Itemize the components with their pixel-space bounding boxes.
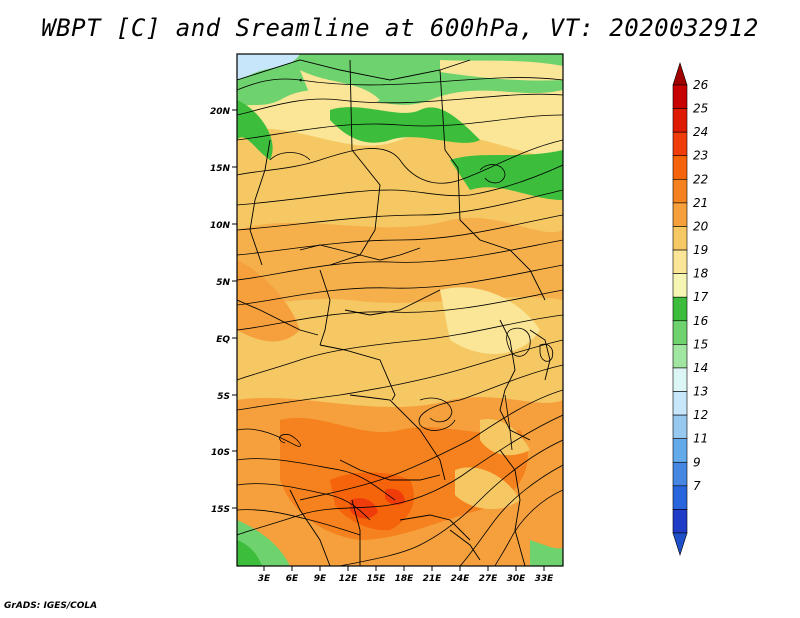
colorbar-swatch bbox=[672, 485, 688, 510]
colorbar-swatch bbox=[672, 249, 688, 274]
lat-label: 20N bbox=[210, 107, 231, 117]
colorbar-label: 11 bbox=[693, 432, 708, 446]
lon-label: 33E bbox=[535, 574, 555, 584]
colorbar-swatch bbox=[672, 202, 688, 227]
lat-label: 10S bbox=[211, 448, 230, 458]
country-borders bbox=[237, 59, 551, 566]
colorbar-label: 17 bbox=[693, 290, 709, 304]
map-frame bbox=[236, 53, 564, 567]
colorbar: 26 25 24 23 22 21 20 19 18 17 16 15 14 13 12 11 9 7 bbox=[672, 62, 709, 556]
map-title: WBPT [C] and Sreamline at 600hPa, VT: 20… bbox=[41, 14, 759, 42]
lon-label: 30E bbox=[507, 574, 527, 584]
lon-label: 12E bbox=[339, 574, 359, 584]
lat-label: 15N bbox=[210, 164, 231, 174]
lat-label: EQ bbox=[216, 335, 230, 345]
colorbar-swatch bbox=[672, 84, 688, 109]
lon-label: 9E bbox=[314, 574, 327, 584]
lon-label: 27E bbox=[479, 574, 499, 584]
longitude-axis: 3E 6E 9E 12E 15E 18E 21E 24E 27E 30E 33E bbox=[258, 566, 554, 584]
colorbar-swatch bbox=[672, 414, 688, 439]
colorbar-swatch bbox=[672, 438, 688, 463]
colorbar-label: 14 bbox=[693, 361, 708, 375]
colorbar-swatch bbox=[672, 391, 688, 416]
colorbar-swatch bbox=[672, 273, 688, 298]
colorbar-label: 23 bbox=[693, 149, 708, 163]
colorbar-label: 20 bbox=[693, 219, 709, 233]
lon-label: 18E bbox=[395, 574, 415, 584]
lakes bbox=[504, 327, 554, 451]
footer-credit: GrADS: IGES/COLA bbox=[4, 601, 98, 611]
lat-label: 5N bbox=[216, 278, 230, 288]
colorbar-label: 22 bbox=[693, 172, 708, 186]
colorbar-swatch bbox=[672, 179, 688, 204]
latitude-axis: 20N 15N 10N 5N EQ 5S 10S 15S bbox=[210, 107, 237, 515]
lon-label: 24E bbox=[451, 574, 471, 584]
colorbar-label: 16 bbox=[693, 314, 709, 328]
lat-label: 10N bbox=[210, 221, 231, 231]
colorbar-swatch bbox=[672, 226, 688, 251]
colorbar-swatch bbox=[672, 344, 688, 369]
colorbar-swatch bbox=[672, 320, 688, 345]
lat-label: 5S bbox=[217, 392, 230, 402]
lon-label: 3E bbox=[258, 574, 271, 584]
lon-label: 6E bbox=[286, 574, 299, 584]
colorbar-label: 15 bbox=[693, 337, 708, 351]
colorbar-label: 24 bbox=[693, 125, 708, 139]
colorbar-swatch bbox=[672, 296, 688, 322]
colorbar-bottom-arrow bbox=[672, 532, 688, 556]
colorbar-label: 12 bbox=[693, 408, 708, 422]
colorbar-label: 26 bbox=[693, 78, 709, 92]
lat-label: 15S bbox=[211, 505, 230, 515]
colorbar-label: 25 bbox=[693, 102, 708, 116]
colorbar-swatch bbox=[672, 155, 688, 180]
colorbar-label: 7 bbox=[693, 479, 701, 493]
lon-label: 21E bbox=[423, 574, 443, 584]
colorbar-label: 21 bbox=[693, 196, 708, 210]
colorbar-swatch bbox=[672, 509, 688, 534]
colorbar-label: 19 bbox=[693, 243, 708, 257]
colorbar-top-arrow bbox=[672, 62, 688, 86]
colorbar-label: 13 bbox=[693, 385, 708, 399]
lon-label: 15E bbox=[367, 574, 387, 584]
colorbar-swatch bbox=[672, 461, 688, 487]
colorbar-swatch bbox=[672, 131, 688, 157]
colorbar-label: 18 bbox=[693, 267, 709, 281]
colorbar-swatch bbox=[672, 108, 688, 133]
colorbar-label: 9 bbox=[693, 455, 701, 469]
streamlines bbox=[237, 77, 563, 566]
colorbar-swatch bbox=[672, 367, 688, 392]
